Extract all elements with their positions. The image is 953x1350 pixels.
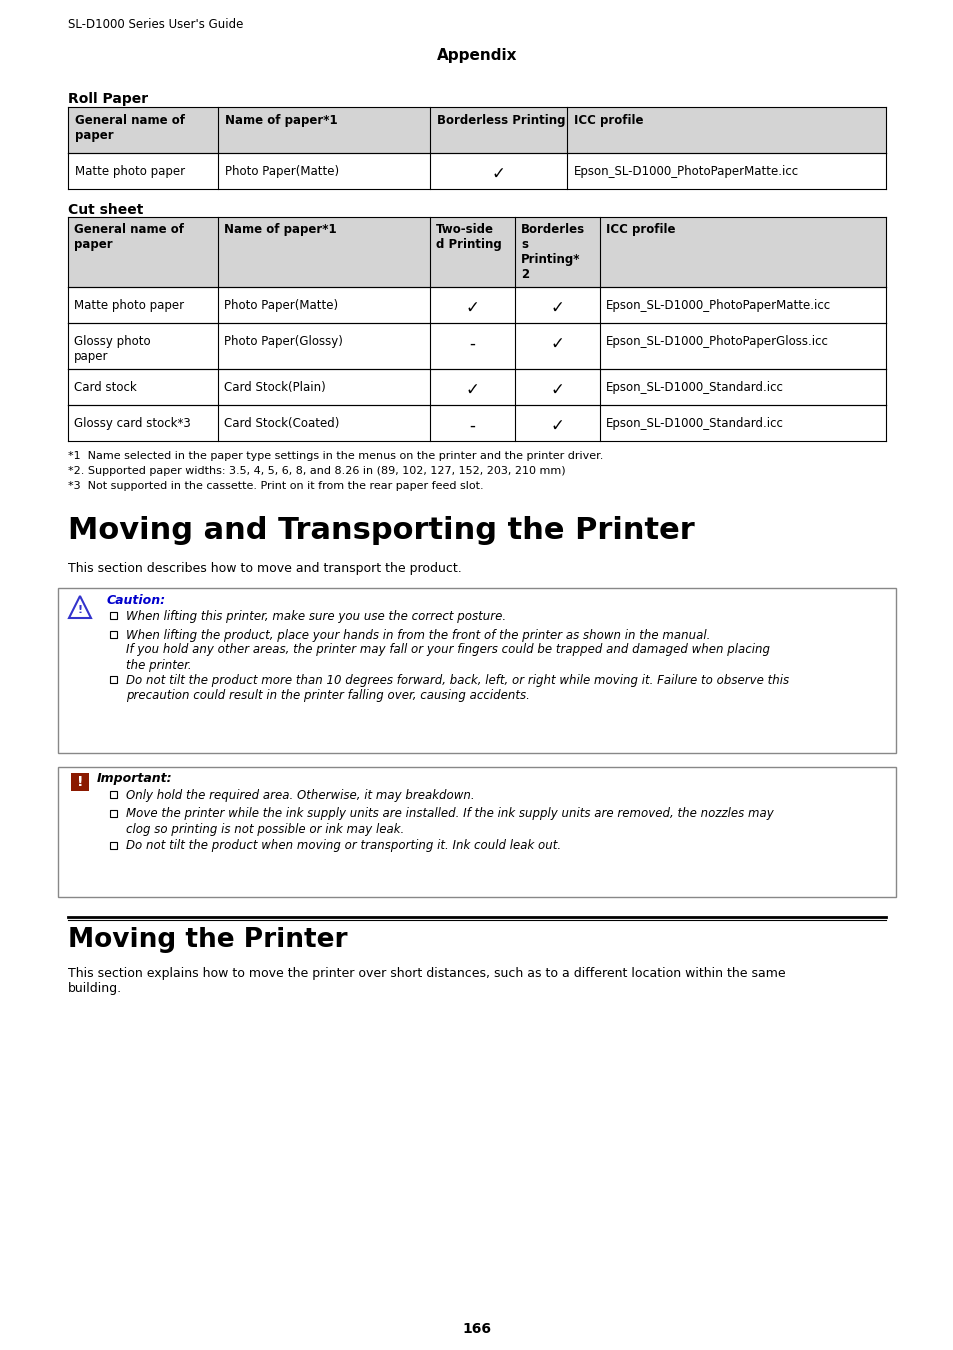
Text: Do not tilt the product when moving or transporting it. Ink could leak out.: Do not tilt the product when moving or t… [126, 840, 560, 852]
Text: Borderless Printing: Borderless Printing [436, 113, 565, 127]
Text: Name of paper*1: Name of paper*1 [224, 223, 336, 236]
Text: -: - [469, 417, 475, 435]
Text: ICC profile: ICC profile [605, 223, 675, 236]
Text: *3  Not supported in the cassette. Print on it from the rear paper feed slot.: *3 Not supported in the cassette. Print … [68, 481, 483, 491]
Text: Epson_SL-D1000_PhotoPaperMatte.icc: Epson_SL-D1000_PhotoPaperMatte.icc [605, 298, 830, 312]
Text: -: - [469, 335, 475, 352]
Text: !: ! [77, 605, 83, 616]
Text: This section describes how to move and transport the product.: This section describes how to move and t… [68, 562, 461, 575]
Text: ✓: ✓ [464, 381, 478, 400]
Text: ✓: ✓ [550, 335, 563, 352]
Bar [68, 288, 885, 323]
Bar [110, 841, 117, 849]
Text: When lifting the product, place your hands in from the front of the printer as s: When lifting the product, place your han… [126, 629, 769, 671]
Bar [110, 810, 117, 817]
Text: Card Stock(Coated): Card Stock(Coated) [224, 417, 339, 431]
Text: Only hold the required area. Otherwise, it may breakdown.: Only hold the required area. Otherwise, … [126, 788, 475, 802]
Bar [110, 630, 117, 637]
Bar [110, 612, 117, 620]
Text: Photo Paper(Matte): Photo Paper(Matte) [224, 298, 337, 312]
Text: ✓: ✓ [550, 381, 563, 400]
Text: Caution:: Caution: [107, 594, 166, 608]
Text: This section explains how to move the printer over short distances, such as to a: This section explains how to move the pr… [68, 967, 785, 995]
Text: Matte photo paper: Matte photo paper [74, 298, 184, 312]
Text: When lifting this printer, make sure you use the correct posture.: When lifting this printer, make sure you… [126, 610, 506, 622]
Bar [68, 153, 885, 189]
Text: ✓: ✓ [550, 417, 563, 435]
Text: Moving the Printer: Moving the Printer [68, 927, 347, 953]
Text: Epson_SL-D1000_Standard.icc: Epson_SL-D1000_Standard.icc [605, 417, 783, 431]
Text: Borderles
s
Printing*
2: Borderles s Printing* 2 [520, 223, 584, 281]
Text: ✓: ✓ [491, 165, 504, 184]
Text: Matte photo paper: Matte photo paper [75, 165, 185, 178]
Text: General name of
paper: General name of paper [74, 223, 184, 251]
Text: *1  Name selected in the paper type settings in the menus on the printer and the: *1 Name selected in the paper type setti… [68, 451, 602, 460]
Text: Epson_SL-D1000_PhotoPaperGloss.icc: Epson_SL-D1000_PhotoPaperGloss.icc [605, 335, 828, 348]
Text: Two-side
d Printing: Two-side d Printing [436, 223, 501, 251]
Text: Name of paper*1: Name of paper*1 [225, 113, 337, 127]
Text: Appendix: Appendix [436, 49, 517, 63]
Bar [58, 767, 895, 896]
Text: Glossy photo
paper: Glossy photo paper [74, 335, 151, 363]
Text: ICC profile: ICC profile [574, 113, 643, 127]
Text: Photo Paper(Matte): Photo Paper(Matte) [225, 165, 338, 178]
Text: Glossy card stock*3: Glossy card stock*3 [74, 417, 191, 431]
Bar [110, 676, 117, 683]
Text: ✓: ✓ [464, 298, 478, 317]
Bar [71, 774, 89, 791]
Text: General name of
paper: General name of paper [75, 113, 185, 142]
Text: Move the printer while the ink supply units are installed. If the ink supply uni: Move the printer while the ink supply un… [126, 807, 773, 836]
Text: Roll Paper: Roll Paper [68, 92, 148, 107]
Text: SL-D1000 Series User's Guide: SL-D1000 Series User's Guide [68, 18, 243, 31]
Text: Card stock: Card stock [74, 381, 136, 394]
Bar [68, 323, 885, 369]
Text: Card Stock(Plain): Card Stock(Plain) [224, 381, 325, 394]
Text: Cut sheet: Cut sheet [68, 202, 143, 217]
Bar [58, 589, 895, 753]
Text: *2. Supported paper widths: 3.5, 4, 5, 6, 8, and 8.26 in (89, 102, 127, 152, 203: *2. Supported paper widths: 3.5, 4, 5, 6… [68, 466, 565, 477]
Text: ✓: ✓ [550, 298, 563, 317]
Text: !: ! [76, 775, 83, 788]
Bar [68, 369, 885, 405]
Bar [68, 217, 885, 288]
Text: Photo Paper(Glossy): Photo Paper(Glossy) [224, 335, 342, 348]
Bar [68, 405, 885, 441]
Text: 166: 166 [462, 1322, 491, 1336]
Text: Do not tilt the product more than 10 degrees forward, back, left, or right while: Do not tilt the product more than 10 deg… [126, 674, 788, 702]
Text: Epson_SL-D1000_Standard.icc: Epson_SL-D1000_Standard.icc [605, 381, 783, 394]
Text: Epson_SL-D1000_PhotoPaperMatte.icc: Epson_SL-D1000_PhotoPaperMatte.icc [574, 165, 799, 178]
Bar [110, 791, 117, 798]
Text: Important:: Important: [97, 772, 172, 784]
Bar [68, 107, 885, 153]
Text: Moving and Transporting the Printer: Moving and Transporting the Printer [68, 516, 694, 545]
